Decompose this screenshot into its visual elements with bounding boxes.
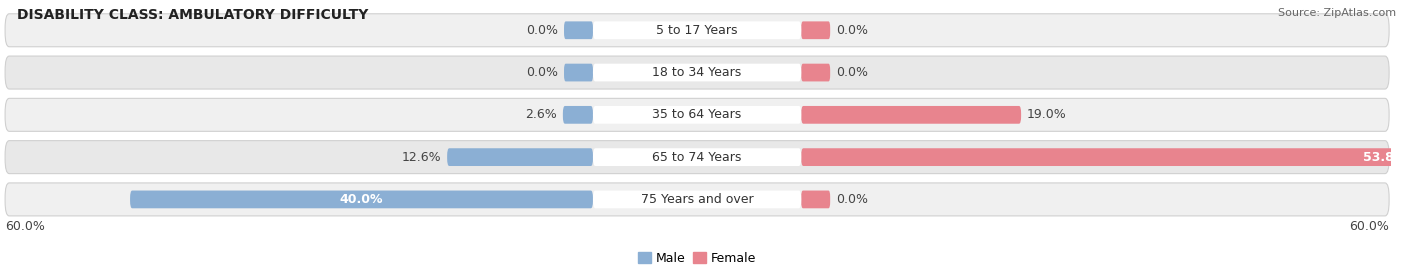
Text: 35 to 64 Years: 35 to 64 Years [652,108,742,121]
Text: 2.6%: 2.6% [526,108,557,121]
FancyBboxPatch shape [593,21,801,39]
Text: 53.8%: 53.8% [1364,151,1406,164]
Text: 0.0%: 0.0% [526,24,558,37]
FancyBboxPatch shape [6,183,1389,216]
Text: 40.0%: 40.0% [340,193,384,206]
Text: 0.0%: 0.0% [526,66,558,79]
FancyBboxPatch shape [593,190,801,208]
Text: 60.0%: 60.0% [6,220,45,233]
FancyBboxPatch shape [801,21,830,39]
FancyBboxPatch shape [564,64,593,82]
Text: 5 to 17 Years: 5 to 17 Years [657,24,738,37]
Text: DISABILITY CLASS: AMBULATORY DIFFICULTY: DISABILITY CLASS: AMBULATORY DIFFICULTY [17,8,368,22]
Text: 65 to 74 Years: 65 to 74 Years [652,151,742,164]
FancyBboxPatch shape [6,14,1389,47]
FancyBboxPatch shape [6,56,1389,89]
FancyBboxPatch shape [801,106,1021,124]
FancyBboxPatch shape [801,64,830,82]
Text: 12.6%: 12.6% [402,151,441,164]
FancyBboxPatch shape [564,21,593,39]
Text: 0.0%: 0.0% [837,193,868,206]
Text: Source: ZipAtlas.com: Source: ZipAtlas.com [1278,8,1396,18]
FancyBboxPatch shape [6,141,1389,174]
FancyBboxPatch shape [593,64,801,82]
FancyBboxPatch shape [593,148,801,166]
Text: 19.0%: 19.0% [1026,108,1067,121]
FancyBboxPatch shape [801,148,1406,166]
FancyBboxPatch shape [131,190,593,208]
Text: 0.0%: 0.0% [837,24,868,37]
FancyBboxPatch shape [6,98,1389,131]
Legend: Male, Female: Male, Female [633,247,761,269]
Text: 60.0%: 60.0% [1350,220,1389,233]
FancyBboxPatch shape [447,148,593,166]
FancyBboxPatch shape [562,106,593,124]
FancyBboxPatch shape [593,106,801,124]
FancyBboxPatch shape [801,190,830,208]
Text: 18 to 34 Years: 18 to 34 Years [652,66,742,79]
Text: 75 Years and over: 75 Years and over [641,193,754,206]
Text: 0.0%: 0.0% [837,66,868,79]
